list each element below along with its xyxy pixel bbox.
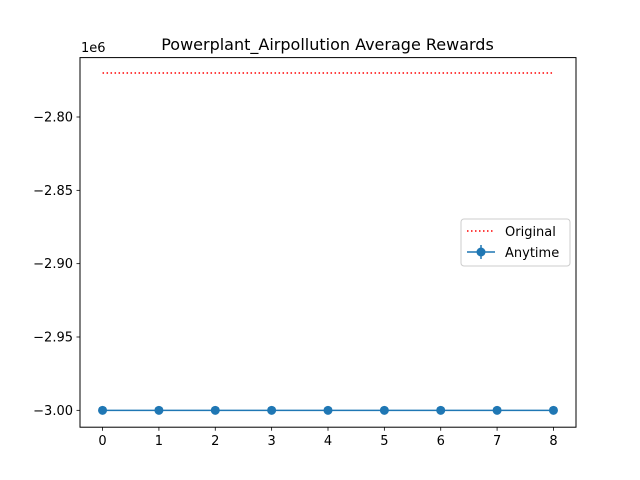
x-tick-label: 0 bbox=[98, 434, 106, 449]
y-tick-label: −2.85 bbox=[33, 184, 73, 199]
series-point-anytime bbox=[267, 405, 277, 415]
series-point-anytime bbox=[154, 405, 164, 415]
y-tick-label: −2.80 bbox=[33, 111, 73, 126]
series-point-anytime bbox=[492, 405, 502, 415]
plot-area bbox=[98, 72, 558, 415]
series-point-anytime bbox=[548, 405, 558, 415]
x-tick-label: 5 bbox=[380, 434, 388, 449]
y-offset-label: 1e6 bbox=[81, 41, 106, 56]
series-point-anytime bbox=[210, 405, 220, 415]
series-point-anytime bbox=[379, 405, 389, 415]
legend-label-original: Original bbox=[505, 225, 556, 240]
x-tick-label: 7 bbox=[493, 434, 501, 449]
x-tick-label: 8 bbox=[549, 434, 557, 449]
x-tick-label: 4 bbox=[324, 434, 332, 449]
legend: Original Anytime bbox=[460, 218, 571, 267]
legend-label-anytime: Anytime bbox=[505, 246, 559, 261]
x-tick-label: 6 bbox=[437, 434, 445, 449]
chart-title: Powerplant_Airpollution Average Rewards bbox=[161, 35, 494, 55]
series-point-anytime bbox=[98, 405, 108, 415]
plot-frame bbox=[79, 57, 577, 428]
x-tick-label: 1 bbox=[155, 434, 163, 449]
x-tick-label: 2 bbox=[211, 434, 219, 449]
y-tick-label: −3.00 bbox=[33, 404, 73, 419]
y-tick-label: −2.95 bbox=[33, 331, 73, 346]
x-tick-label: 3 bbox=[267, 434, 275, 449]
y-axis-ticks: −2.80 −2.85 −2.90 −2.95 −3.00 bbox=[33, 111, 80, 419]
legend-swatch-anytime-marker bbox=[476, 247, 486, 257]
x-axis-ticks: 0 1 2 3 4 5 6 7 8 bbox=[98, 427, 558, 449]
series-point-anytime bbox=[436, 405, 446, 415]
series-point-anytime bbox=[323, 405, 333, 415]
y-tick-label: −2.90 bbox=[33, 257, 73, 272]
